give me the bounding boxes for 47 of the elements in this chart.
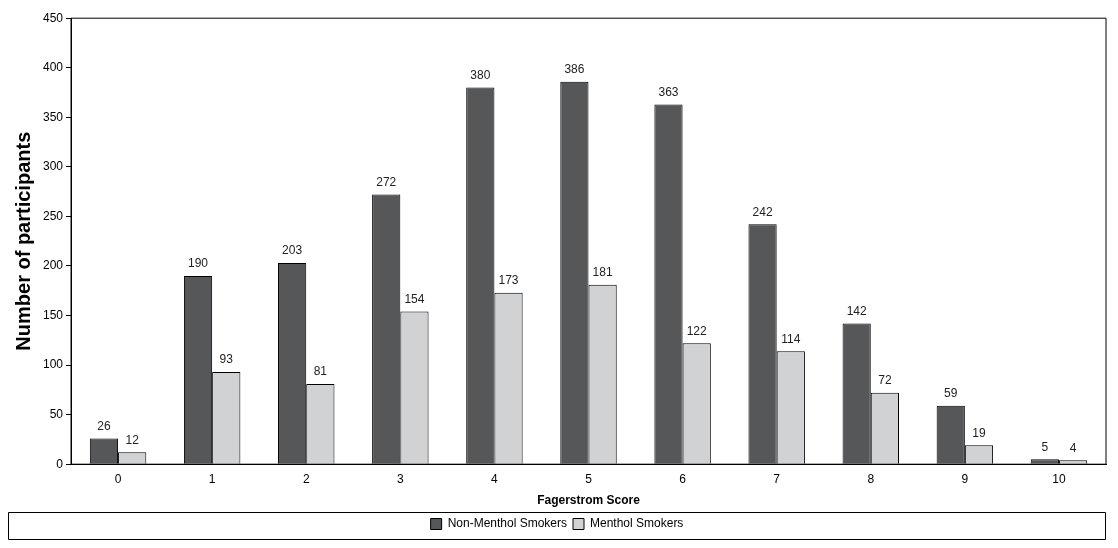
x-tick-label: 6 (679, 471, 687, 486)
data-label: 81 (313, 364, 328, 379)
data-label: 181 (592, 265, 613, 280)
x-tick-label: 2 (302, 471, 310, 486)
data-label: 12 (125, 432, 140, 447)
y-tick-label: 350 (42, 109, 64, 124)
y-tick-label: 450 (42, 10, 64, 25)
data-label: 242 (752, 204, 773, 219)
data-label: 203 (282, 243, 303, 258)
x-tick-label: 1 (208, 471, 216, 486)
y-tick-label: 0 (56, 456, 64, 471)
data-label: 5 (1041, 439, 1049, 454)
data-label: 19 (972, 425, 986, 440)
x-tick-label: 3 (396, 471, 404, 486)
data-label: 26 (97, 418, 111, 433)
y-tick-label: 100 (42, 357, 64, 372)
data-label: 386 (564, 61, 585, 76)
y-tick-label: 50 (49, 406, 64, 421)
y-tick-label: 400 (42, 60, 64, 75)
data-label: 142 (846, 303, 867, 318)
data-label: 59 (944, 386, 958, 401)
x-tick-label: 10 (1052, 471, 1066, 486)
x-tick-label: 0 (114, 471, 122, 486)
x-tick-label: 8 (867, 471, 875, 486)
data-label: 272 (376, 174, 397, 189)
x-axis-title: Fagerstrom Score (537, 493, 641, 508)
x-tick-label: 7 (773, 471, 781, 486)
data-label: 380 (470, 67, 491, 82)
y-axis-title: Number of participants (11, 131, 34, 351)
x-tick-label: 9 (961, 471, 969, 486)
data-label: 72 (878, 373, 892, 388)
x-tick-label: 5 (585, 471, 593, 486)
y-tick-label: 200 (42, 258, 64, 273)
x-tick-label: 4 (491, 471, 499, 486)
data-label: 93 (219, 352, 234, 367)
data-label: 4 (1069, 440, 1077, 455)
y-tick-label: 300 (42, 159, 64, 174)
y-tick-label: 150 (42, 307, 64, 322)
data-label: 154 (404, 291, 425, 306)
data-label: 114 (781, 331, 801, 346)
data-label: 173 (498, 273, 519, 288)
data-label: 363 (658, 84, 679, 99)
data-label: 122 (686, 323, 708, 338)
data-label: 190 (188, 256, 209, 271)
legend-label: Menthol Smokers (590, 516, 684, 531)
legend-label: Non-Menthol Smokers (447, 516, 568, 531)
y-tick-label: 250 (42, 208, 64, 223)
